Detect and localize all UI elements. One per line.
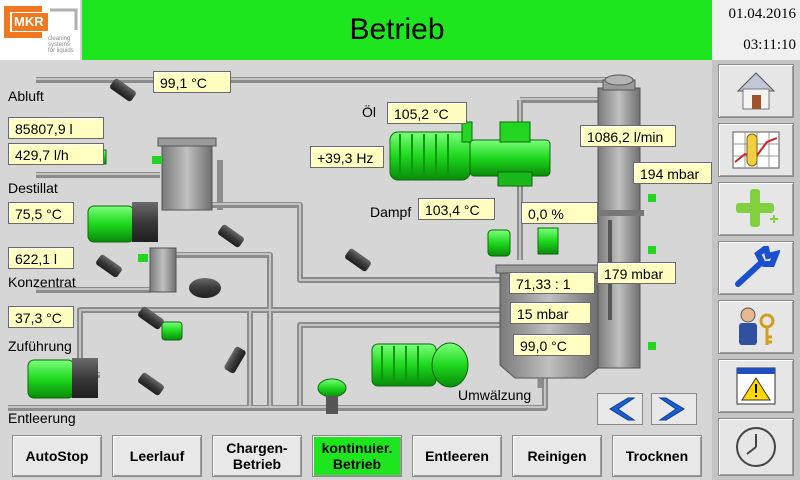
concentrate-pump — [189, 278, 221, 298]
drain-valve[interactable] — [317, 378, 347, 414]
control-valve[interactable] — [223, 346, 246, 375]
clock-icon — [736, 427, 776, 467]
destillat-total-value: 85807,9 l — [8, 117, 104, 139]
column-indicator-1 — [648, 194, 656, 202]
label-destillat: Destillat — [8, 180, 58, 196]
control-valve[interactable] — [137, 306, 165, 331]
entleeren-button[interactable]: Entleeren — [412, 435, 502, 477]
control-valves — [95, 78, 372, 397]
piping-schematic — [8, 74, 656, 414]
wrench-icon — [735, 246, 780, 287]
concentrate-tank — [149, 247, 177, 293]
page-title: Betrieb — [349, 13, 445, 46]
distillate-tank-flange — [157, 137, 217, 147]
home-button[interactable] — [718, 64, 794, 118]
clock-button[interactable] — [718, 418, 794, 476]
dampf-temp-value: 103,4 °C — [418, 198, 495, 220]
control-valve[interactable] — [95, 254, 123, 279]
add-button[interactable] — [718, 182, 794, 236]
logo-tagline-1: cleaning — [48, 36, 71, 42]
oil-pump-motor[interactable] — [389, 121, 551, 187]
control-valve[interactable] — [217, 224, 245, 249]
control-valve[interactable] — [137, 372, 165, 397]
chargen-betrieb-button[interactable]: Chargen- Betrieb — [212, 435, 302, 477]
feed-valve-actuator[interactable] — [161, 321, 183, 341]
date: 01.04.2016 — [728, 6, 797, 22]
autostop-button[interactable]: AutoStop — [12, 435, 102, 477]
sidebar — [712, 60, 800, 480]
title-bar: Betrieb — [82, 0, 712, 60]
label-entleerung: Entleerung — [8, 410, 76, 426]
valve-position-value: 0,0 % — [521, 202, 598, 224]
konzentrat-total-value: 622,1 l — [8, 247, 74, 269]
evaporator-column — [594, 74, 644, 369]
chevron-left-icon — [609, 397, 636, 421]
chevron-right-icon — [658, 397, 685, 421]
user-key-icon — [739, 307, 775, 345]
zufuehrung-temp-value: 37,3 °C — [8, 306, 74, 328]
trend-button[interactable] — [718, 123, 794, 177]
circulation-pump[interactable] — [371, 342, 469, 388]
process-diagram: Abluft Destillat Konzentrat Zuführung En… — [0, 60, 712, 432]
label-konzentrat: Konzentrat — [8, 274, 76, 290]
top-pressure-value: 194 mbar — [633, 162, 712, 184]
distillate-pump[interactable] — [87, 202, 158, 243]
oel-temp-value: 105,2 °C — [387, 102, 467, 124]
time: 03:11:10 — [743, 37, 796, 53]
destillat-flow-value: 429,7 l/h — [8, 143, 104, 165]
control-valve[interactable] — [344, 248, 372, 273]
mode-bar: AutoStop Leerlauf Chargen- Betrieb konti… — [0, 432, 712, 480]
alarm-button[interactable] — [718, 359, 794, 413]
destillat-temp-value: 75,5 °C — [8, 202, 74, 224]
column-indicator-3 — [648, 342, 656, 350]
vessel-temp-value: 99,0 °C — [513, 334, 591, 356]
pipe-konzentrat-return — [175, 252, 273, 408]
kontinuierlich-betrieb-button[interactable]: kontinuier. Betrieb — [312, 435, 402, 477]
label-zufuehrung: Zuführung — [8, 338, 72, 354]
ratio-value: 71,33 : 1 — [509, 272, 595, 294]
label-umwaelzung: Umwälzung — [458, 387, 532, 403]
leerlauf-button[interactable]: Leerlauf — [112, 435, 202, 477]
label-abluft: Abluft — [8, 88, 44, 104]
add-icon — [736, 189, 778, 227]
abluft-temp-value: 99,1 °C — [153, 71, 231, 93]
trocknen-button[interactable]: Trocknen — [612, 435, 702, 477]
next-page-button[interactable] — [651, 393, 697, 425]
distillate-indicator — [152, 156, 162, 164]
distillate-tank — [161, 139, 213, 211]
company-logo: MKR cleaning systems for liquids — [0, 0, 80, 60]
date-time: 01.04.2016 03:11:10 — [712, 0, 800, 60]
logo-graphic — [4, 6, 78, 38]
circulation-flow-value: 1086,2 l/min — [580, 125, 676, 147]
home-icon — [736, 72, 776, 110]
column-pressure-value: 179 mbar — [597, 262, 676, 284]
frequency-value: +39,3 Hz — [310, 146, 384, 168]
logo-brand: MKR — [14, 14, 44, 29]
feed-pump[interactable] — [27, 358, 98, 399]
concentrate-indicator — [138, 254, 148, 262]
logo-tagline-2: systems — [48, 42, 71, 48]
vessel-pressure-value: 15 mbar — [510, 302, 591, 324]
service-button[interactable] — [718, 241, 794, 295]
reinigen-button[interactable]: Reinigen — [512, 435, 602, 477]
logo-tagline-3: for liquids — [48, 48, 74, 54]
user-login-button[interactable] — [718, 300, 794, 354]
trend-chart-icon — [732, 131, 780, 169]
label-dampf: Dampf — [370, 204, 412, 220]
prev-page-button[interactable] — [597, 393, 643, 425]
label-oel: Öl — [362, 104, 376, 120]
steam-valve[interactable] — [487, 227, 559, 257]
warning-icon — [736, 367, 776, 405]
column-indicator-2 — [648, 246, 656, 254]
control-valve[interactable] — [109, 78, 137, 103]
